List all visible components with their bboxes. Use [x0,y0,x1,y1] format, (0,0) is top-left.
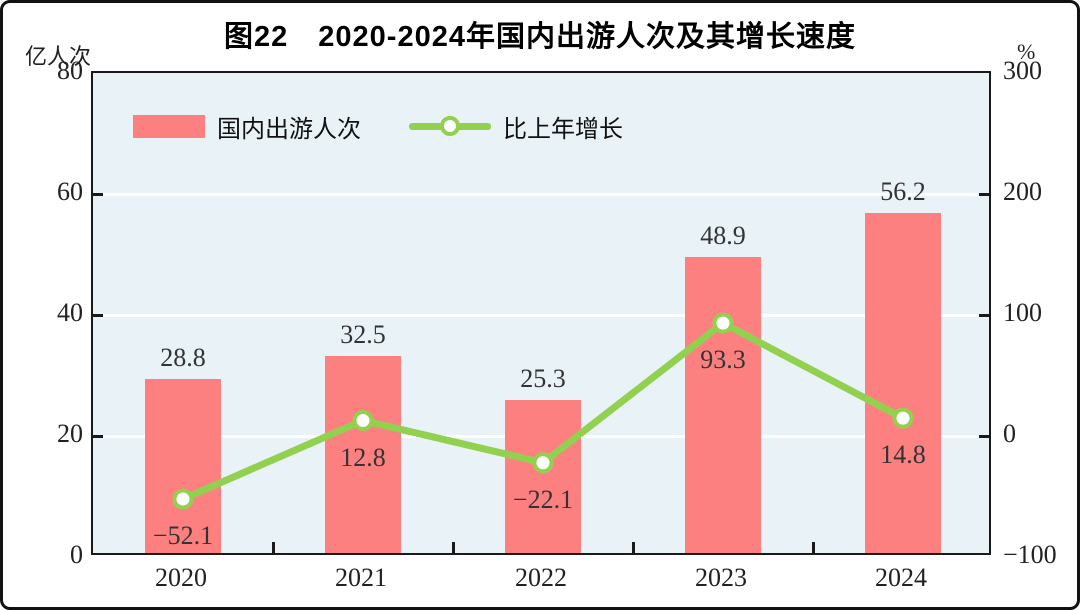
bar-value-label: 48.9 [700,221,746,251]
right-axis-tick [979,313,989,317]
right-axis-tick [979,434,989,438]
right-axis-tick-label: 300 [1003,56,1042,85]
x-axis-category-label: 2020 [155,563,207,592]
bar-value-label: 28.8 [160,342,206,372]
left-axis-tick-label: 60 [57,177,83,206]
left-axis-tick [93,192,103,196]
line-marker-icon [532,452,554,474]
line-marker-icon [172,488,194,510]
bar [145,378,221,553]
line-value-label: 14.8 [880,440,926,470]
right-axis-tick-label: 100 [1003,298,1042,327]
right-axis-tick [979,192,989,196]
right-axis-tick-label: 0 [1003,419,1016,448]
legend-line-label: 比上年增长 [503,117,623,143]
left-axis-tick [93,313,103,317]
left-axis-unit: 亿人次 [25,44,92,69]
bar [685,257,761,553]
bar [325,356,401,553]
x-axis-category-label: 2024 [875,563,927,592]
bar-value-label: 56.2 [880,176,926,206]
left-axis-tick [93,434,103,438]
line-value-label: −22.1 [512,484,574,514]
gridline [93,192,989,196]
right-axis-unit: % [1017,39,1036,64]
bar [505,399,581,553]
bar-value-label: 32.5 [340,320,386,350]
bar [865,213,941,553]
line-value-label: −52.1 [152,521,214,551]
legend-line-swatch-icon [409,116,491,136]
line-marker-icon [892,407,914,429]
line-value-label: 93.3 [700,345,746,375]
x-axis-tick [451,542,455,553]
left-axis-tick-label: 40 [57,298,83,327]
plot-area: 28.8 32.5 25.3 48.9 56.2 −52.1 12.8 −22.1 93.3 14… [91,71,991,555]
right-axis-tick-label: 200 [1003,177,1042,206]
bar-value-label: 25.3 [520,363,566,393]
line-marker-icon [712,312,734,334]
x-axis-category-label: 2021 [335,563,387,592]
chart-title: 图22 2020-2024年国内出游人次及其增长速度 [224,21,856,53]
legend-bar-label: 国内出游人次 [217,117,361,143]
line-series [172,312,914,510]
left-axis-tick-label: 80 [57,56,83,85]
x-axis-tick [271,542,275,553]
x-axis-tick [631,542,635,553]
left-axis-tick-label: 0 [70,540,83,569]
x-axis-tick [811,542,815,553]
line-value-label: 12.8 [340,442,386,472]
legend: 国内出游人次 比上年增长 [133,109,623,144]
left-axis-tick-label: 20 [57,419,83,448]
x-axis-category-label: 2022 [515,563,567,592]
right-axis-tick-label: −100 [1003,540,1057,569]
x-axis-category-label: 2023 [695,563,747,592]
gridline [93,313,989,317]
legend-bar-swatch-icon [133,115,205,138]
legend-marker-icon [440,116,460,136]
line-marker-icon [352,410,374,432]
